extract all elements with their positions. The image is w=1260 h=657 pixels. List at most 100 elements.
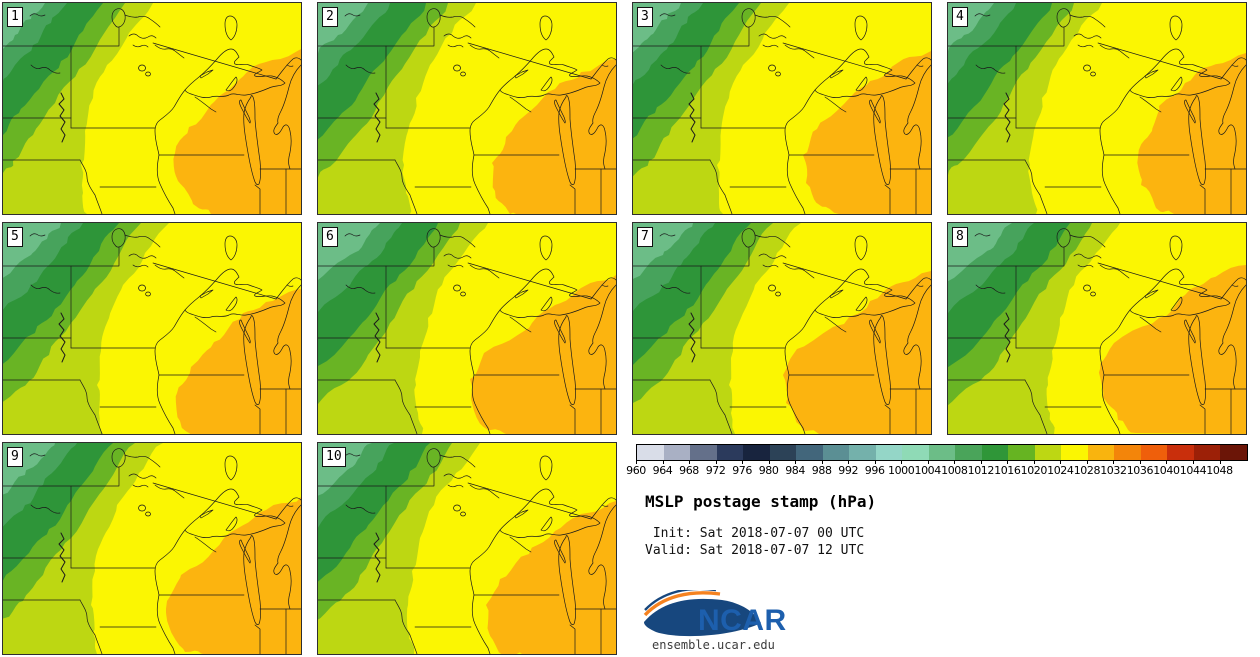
colorbar-segment xyxy=(928,445,956,460)
ncar-logo: NCAR xyxy=(643,590,787,637)
colorbar-segment xyxy=(1087,445,1115,460)
site-url: ensemble.ucar.edu xyxy=(652,638,775,652)
member-number-label: 3 xyxy=(637,7,653,27)
colorbar-tick xyxy=(1139,460,1141,464)
colorbar-segment xyxy=(1167,445,1194,460)
colorbar-tick xyxy=(1219,460,1221,464)
ncar-wordmark: NCAR xyxy=(698,604,787,637)
ensemble-member-stamp: 9 xyxy=(2,442,302,655)
colorbar-tick-label: 1044 xyxy=(1179,464,1207,477)
colorbar-segment xyxy=(690,445,717,460)
colorbar-tick-label: 1024 xyxy=(1047,464,1074,477)
mslp-map xyxy=(318,443,616,654)
colorbar-tick xyxy=(954,460,956,464)
colorbar-tick xyxy=(1166,460,1168,464)
colorbar-tick xyxy=(901,460,903,464)
member-number-label: 7 xyxy=(637,227,653,247)
colorbar-segment xyxy=(769,445,797,460)
mslp-map xyxy=(318,3,616,214)
ensemble-member-stamp: 3 xyxy=(632,2,932,215)
colorbar-tick-label: 1016 xyxy=(994,464,1021,477)
high-pressure-band xyxy=(783,271,931,434)
colorbar-segment xyxy=(1140,445,1168,460)
ensemble-member-stamp: 8 xyxy=(947,222,1247,435)
high-pressure-band xyxy=(175,289,301,434)
mslp-map xyxy=(3,443,301,654)
colorbar-tick-label: 968 xyxy=(679,464,699,477)
colorbar-tick-label: 1020 xyxy=(1020,464,1048,477)
ensemble-member-stamp: 5 xyxy=(2,222,302,435)
colorbar-tick xyxy=(1007,460,1009,464)
colorbar-tick-label: 988 xyxy=(811,464,832,477)
high-pressure-band xyxy=(803,51,931,214)
colorbar-segment xyxy=(955,445,982,460)
colorbar-segment xyxy=(796,445,823,460)
high-pressure-band xyxy=(1098,265,1246,434)
colorbar-tick-label: 1036 xyxy=(1126,464,1154,477)
colorbar-tick xyxy=(1060,460,1062,464)
colorbar-tick-label: 1032 xyxy=(1100,464,1127,477)
colorbar-tick-label: 1028 xyxy=(1073,464,1101,477)
colorbar-tick xyxy=(689,460,690,464)
member-number-label: 1 xyxy=(7,7,23,27)
mslp-map xyxy=(948,3,1246,214)
mslp-map xyxy=(3,3,301,214)
colorbar-tick-label: 972 xyxy=(705,464,726,477)
colorbar-tick xyxy=(636,460,637,464)
member-number-label: 9 xyxy=(7,447,23,467)
colorbar-segment xyxy=(716,445,744,460)
ensemble-member-stamp: 2 xyxy=(317,2,617,215)
colorbar-tick-label: 1000 xyxy=(887,464,915,477)
colorbar-tick xyxy=(662,460,664,464)
colorbar-tick xyxy=(715,460,717,464)
colorbar-tick-label: 964 xyxy=(652,464,673,477)
high-pressure-band xyxy=(166,497,301,654)
colorbar-tick xyxy=(927,460,929,464)
colorbar-tick xyxy=(1113,460,1115,464)
colorbar-tick xyxy=(768,460,770,464)
colorbar-tick-label: 992 xyxy=(838,464,859,477)
pressure-colorbar xyxy=(636,444,1248,461)
colorbar-tick-label: 980 xyxy=(758,464,779,477)
colorbar-tick-label: 960 xyxy=(626,464,646,477)
mslp-map xyxy=(633,223,931,434)
ensemble-member-stamp: 1 xyxy=(2,2,302,215)
colorbar-segment xyxy=(875,445,903,460)
mslp-map xyxy=(948,223,1246,434)
member-number-label: 2 xyxy=(322,7,338,27)
colorbar-segment xyxy=(663,445,691,460)
colorbar-tick-label: 984 xyxy=(785,464,805,477)
init-time-label: Init: Sat 2018-07-07 00 UTC xyxy=(645,526,865,541)
colorbar-tick-label: 996 xyxy=(864,464,885,477)
colorbar-segment xyxy=(1008,445,1035,460)
colorbar-tick xyxy=(1086,460,1088,464)
high-pressure-band xyxy=(492,59,616,214)
logo-swoosh xyxy=(644,598,761,637)
colorbar-tick xyxy=(1033,460,1035,464)
member-number-label: 4 xyxy=(952,7,968,27)
mslp-map xyxy=(318,223,616,434)
colorbar-tick xyxy=(742,460,744,464)
mslp-map xyxy=(633,3,931,214)
mslp-map xyxy=(3,223,301,434)
colorbar-segment xyxy=(1034,445,1062,460)
colorbar-segment xyxy=(849,445,876,460)
colorbar-tick xyxy=(821,460,823,464)
logo-orange-arc xyxy=(643,591,721,617)
colorbar-segment xyxy=(637,445,664,460)
colorbar-tick-label: 1048 xyxy=(1206,464,1233,477)
colorbar-tick xyxy=(1193,460,1194,464)
legend-panel: 960 964 968 972 976 980 984 988 992 996 1000 1004 10… xyxy=(626,442,1258,655)
colorbar-tick-label: 1008 xyxy=(941,464,968,477)
colorbar-segment xyxy=(1193,445,1221,460)
colorbar-segment xyxy=(743,445,770,460)
ensemble-member-stamp: 7 xyxy=(632,222,932,435)
colorbar-segment xyxy=(1061,445,1088,460)
member-number-label: 6 xyxy=(322,227,338,247)
colorbar-segment xyxy=(981,445,1009,460)
high-pressure-band xyxy=(1137,53,1246,214)
ensemble-member-stamp: 10 xyxy=(317,442,617,655)
ensemble-member-stamp: 4 xyxy=(947,2,1247,215)
colorbar-tick-label: 976 xyxy=(732,464,752,477)
